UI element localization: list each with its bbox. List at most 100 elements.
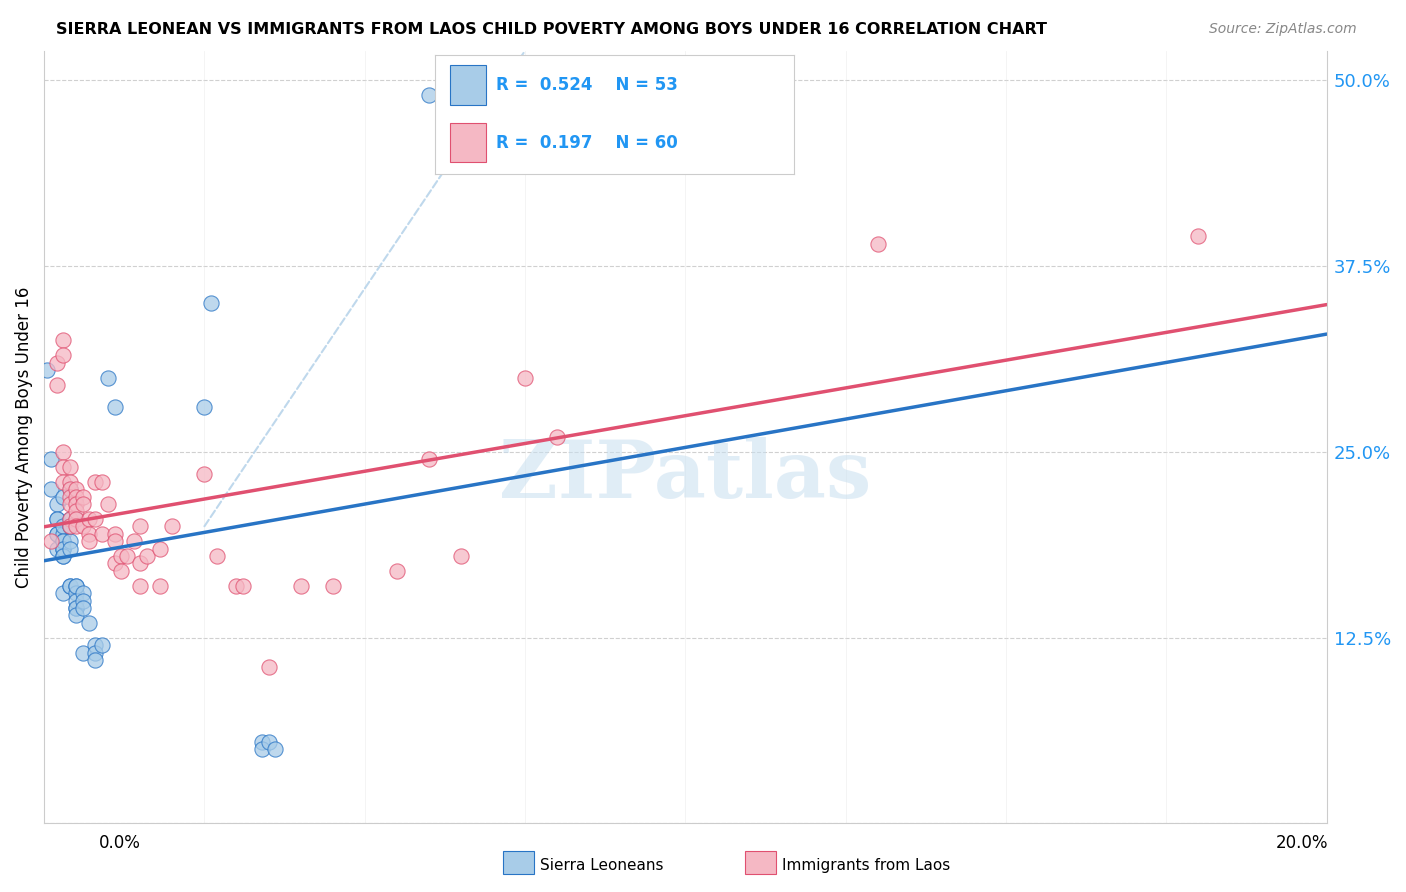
Point (52, 459, 75, 474)
Point (250, 735, 273, 749)
Point (84, 653, 107, 667)
Point (65, 586, 87, 600)
Point (866, 236, 889, 251)
Point (52, 586, 75, 600)
Point (104, 401, 127, 415)
Point (39, 534, 62, 549)
Point (65, 601, 87, 615)
Point (59, 475, 82, 489)
Point (45, 526, 67, 541)
Point (65, 490, 87, 504)
Point (52, 526, 75, 541)
Point (193, 401, 215, 415)
Point (84, 638, 107, 652)
Point (129, 557, 152, 571)
Point (129, 519, 152, 533)
Point (52, 534, 75, 549)
Point (59, 512, 82, 526)
Point (59, 459, 82, 474)
Point (148, 579, 170, 593)
Text: 0.0%: 0.0% (98, 834, 141, 852)
Point (59, 579, 82, 593)
Point (65, 519, 87, 533)
Text: ZIPatlas: ZIPatlas (499, 437, 872, 515)
Point (418, 452, 440, 467)
Point (162, 519, 184, 533)
Y-axis label: Child Poverty Among Boys Under 16: Child Poverty Among Boys Under 16 (15, 286, 32, 588)
Point (450, 549, 472, 563)
Point (117, 549, 139, 563)
Point (418, 88, 440, 103)
Point (72, 519, 94, 533)
Point (45, 541, 67, 556)
Point (72, 593, 94, 607)
Point (77, 526, 100, 541)
Point (513, 370, 536, 384)
Point (65, 512, 87, 526)
Point (97, 370, 120, 384)
Point (65, 579, 87, 593)
Point (65, 504, 87, 518)
Point (59, 482, 82, 496)
Point (52, 334, 75, 348)
Point (39, 482, 62, 496)
Point (72, 646, 94, 660)
Text: Sierra Leoneans: Sierra Leoneans (540, 858, 664, 872)
Point (59, 490, 82, 504)
Point (77, 534, 100, 549)
Point (104, 526, 127, 541)
Point (135, 549, 157, 563)
Point (65, 608, 87, 623)
Point (257, 660, 280, 674)
Point (45, 356, 67, 370)
Point (45, 526, 67, 541)
Point (84, 646, 107, 660)
Point (52, 519, 75, 533)
Point (1187, 229, 1209, 244)
Point (45, 512, 67, 526)
Point (59, 519, 82, 533)
Point (52, 549, 75, 563)
Point (59, 519, 82, 533)
Point (72, 601, 94, 615)
Text: Immigrants from Laos: Immigrants from Laos (782, 858, 950, 872)
Point (45, 512, 67, 526)
Point (90, 475, 112, 489)
Point (77, 512, 100, 526)
Point (65, 579, 87, 593)
Point (52, 541, 75, 556)
Point (65, 497, 87, 511)
Point (52, 534, 75, 549)
Point (59, 519, 82, 533)
Point (97, 497, 120, 511)
Point (59, 541, 82, 556)
Point (104, 557, 127, 571)
Point (72, 586, 94, 600)
Point (200, 296, 222, 310)
Point (65, 512, 87, 526)
Point (207, 549, 229, 563)
Point (45, 497, 67, 511)
Point (129, 579, 152, 593)
Point (264, 742, 287, 756)
Point (59, 512, 82, 526)
Point (52, 445, 75, 459)
Point (52, 475, 75, 489)
Point (122, 534, 145, 549)
Point (59, 482, 82, 496)
Point (52, 490, 75, 504)
Point (104, 534, 127, 549)
Text: SIERRA LEONEAN VS IMMIGRANTS FROM LAOS CHILD POVERTY AMONG BOYS UNDER 16 CORRELA: SIERRA LEONEAN VS IMMIGRANTS FROM LAOS C… (56, 22, 1047, 37)
Point (385, 564, 408, 578)
Point (84, 475, 107, 489)
Point (148, 541, 170, 556)
Point (110, 564, 132, 578)
Point (72, 490, 94, 504)
Point (65, 601, 87, 615)
Point (232, 579, 254, 593)
Point (90, 526, 112, 541)
Point (290, 579, 312, 593)
Point (546, 430, 568, 444)
Point (37, 363, 59, 377)
Point (72, 497, 94, 511)
